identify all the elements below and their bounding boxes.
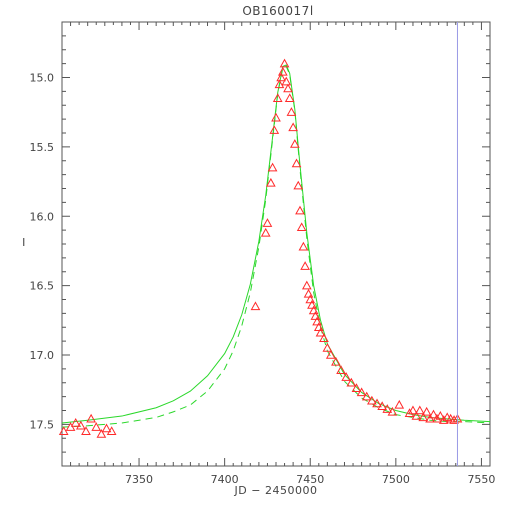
x-tick-label: 7350 bbox=[125, 473, 153, 486]
data-point bbox=[91, 422, 102, 431]
data-point bbox=[295, 205, 305, 215]
data-point bbox=[449, 415, 459, 424]
y-axis-label: I bbox=[22, 236, 26, 249]
data-point bbox=[86, 413, 96, 423]
data-point bbox=[408, 405, 418, 415]
data-point bbox=[310, 311, 321, 320]
data-point bbox=[387, 406, 398, 416]
data-point bbox=[81, 426, 91, 436]
data-point bbox=[361, 391, 372, 401]
data-point bbox=[418, 412, 429, 422]
data-point bbox=[325, 349, 336, 359]
data-point bbox=[382, 404, 393, 413]
data-point bbox=[298, 241, 309, 251]
y-tick-label: 17.5 bbox=[30, 418, 55, 431]
x-tick-label: 7450 bbox=[296, 473, 324, 486]
y-tick-label: 16.5 bbox=[30, 280, 55, 293]
data-point bbox=[101, 423, 112, 433]
data-point bbox=[346, 377, 357, 387]
data-point bbox=[313, 322, 324, 331]
data-point bbox=[312, 316, 322, 326]
data-point bbox=[106, 426, 117, 436]
data-point bbox=[305, 294, 316, 304]
data-point bbox=[279, 58, 290, 68]
data-point bbox=[425, 413, 435, 423]
y-axis-ticks: 15.0 15.5 16.0 16.5 17.0 17.5 bbox=[30, 21, 490, 467]
x-axis-label: JD − 2450000 bbox=[234, 484, 318, 497]
data-point bbox=[303, 288, 314, 298]
chart-title: OB160017l bbox=[242, 4, 313, 18]
data-point bbox=[293, 180, 304, 190]
plot-area bbox=[61, 21, 491, 467]
data-point bbox=[351, 383, 362, 392]
data-point bbox=[266, 177, 276, 187]
data-point bbox=[65, 422, 76, 431]
plot-frame bbox=[61, 21, 491, 467]
x-tick-label: 7400 bbox=[211, 473, 239, 486]
data-point bbox=[289, 139, 300, 148]
data-point bbox=[404, 408, 415, 417]
data-point bbox=[58, 426, 69, 436]
y-tick-label: 16.0 bbox=[30, 210, 55, 223]
data-point bbox=[319, 333, 329, 343]
data-point bbox=[250, 301, 261, 311]
data-point bbox=[435, 411, 446, 420]
data-point bbox=[262, 218, 273, 227]
data-point bbox=[428, 409, 439, 419]
data-point bbox=[70, 417, 81, 427]
data-point bbox=[341, 372, 352, 381]
data-point bbox=[432, 413, 442, 423]
data-point bbox=[322, 343, 333, 352]
data-point bbox=[307, 300, 317, 309]
data-point bbox=[367, 395, 377, 405]
data-point bbox=[274, 79, 285, 89]
data-point bbox=[308, 305, 319, 315]
data-point bbox=[267, 162, 278, 172]
data-point bbox=[288, 122, 298, 132]
data-point bbox=[260, 227, 271, 237]
data-point bbox=[372, 398, 382, 408]
x-tick-label: 7500 bbox=[382, 473, 410, 486]
y-tick-label: 15.0 bbox=[30, 72, 55, 85]
data-point bbox=[315, 327, 326, 337]
data-point bbox=[276, 72, 286, 82]
x-tick-label: 7550 bbox=[467, 473, 495, 486]
data-point bbox=[281, 76, 292, 86]
y-tick-label: 15.5 bbox=[30, 141, 55, 154]
model-curve-solid bbox=[61, 64, 491, 424]
data-point bbox=[414, 405, 425, 415]
model-curves bbox=[61, 64, 491, 428]
data-point bbox=[394, 399, 405, 409]
data-point bbox=[284, 93, 295, 103]
data-point bbox=[272, 93, 283, 103]
data-point bbox=[300, 261, 310, 270]
x-axis-ticks: 7350 7400 7450 7500 7550 bbox=[61, 22, 495, 486]
data-points bbox=[58, 58, 463, 438]
data-point bbox=[336, 365, 346, 374]
data-point bbox=[269, 125, 280, 134]
data-point bbox=[75, 420, 86, 430]
data-point bbox=[331, 356, 341, 366]
data-point bbox=[356, 387, 367, 397]
y-tick-label: 17.0 bbox=[30, 349, 55, 362]
data-point bbox=[421, 406, 432, 416]
data-point bbox=[377, 401, 387, 411]
data-point bbox=[291, 158, 302, 168]
data-point bbox=[283, 83, 293, 93]
data-point bbox=[286, 107, 297, 116]
data-point bbox=[271, 112, 281, 122]
data-point bbox=[411, 411, 422, 420]
data-point bbox=[296, 222, 307, 232]
data-point bbox=[96, 429, 107, 438]
data-point bbox=[438, 415, 449, 424]
data-point bbox=[277, 66, 288, 76]
data-point bbox=[301, 280, 312, 290]
